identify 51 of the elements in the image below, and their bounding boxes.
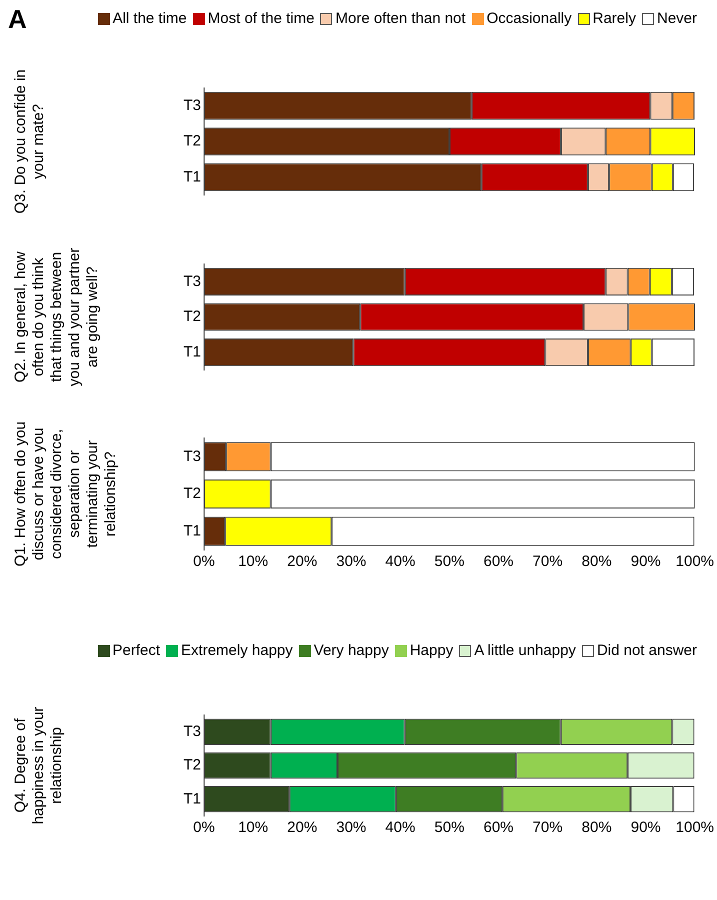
y-axis-title: Q1. How often do you discuss or have you considered divorce, separation or terminating your relationship? — [12, 421, 120, 567]
legend-label: Most of the time — [208, 10, 314, 27]
legend-label: Never — [656, 10, 697, 27]
x-tick-label: 0% — [193, 819, 215, 836]
legend-label: Did not answer — [596, 642, 697, 659]
y-tick-label: T3 — [183, 96, 201, 114]
x-tick-label: 80% — [582, 819, 612, 836]
x-tick-label: 80% — [582, 553, 612, 570]
y-axis-title: Q3. Do you confide in your mate? — [12, 69, 48, 214]
x-tick-label: 10% — [238, 819, 268, 836]
x-tick-label: 70% — [532, 553, 563, 570]
y-axis-title: Q4. Degree of happiness in your relationship — [12, 706, 66, 824]
x-tick-label: 100% — [676, 819, 714, 836]
legend-label: Occasionally — [486, 10, 572, 27]
y-tick-label: T1 — [183, 168, 201, 186]
legend-label: Happy — [410, 642, 454, 659]
x-tick-label: 10% — [238, 553, 268, 570]
legend-label: Very happy — [314, 642, 389, 659]
y-tick-label: T2 — [183, 756, 201, 774]
y-tick-label: T1 — [183, 790, 201, 808]
y-axis-title: Q2. In general, how often do you think that things between you and your partner are going well? — [12, 248, 102, 386]
y-tick-label: T2 — [183, 132, 201, 150]
x-tick-label: 30% — [336, 553, 366, 570]
x-tick-label: 30% — [336, 819, 366, 836]
x-tick-label: 70% — [532, 819, 563, 836]
x-tick-label: 0% — [193, 553, 215, 570]
y-tick-label: T2 — [183, 308, 201, 326]
legend-label: Perfect — [112, 642, 160, 659]
legend-label: All the time — [112, 10, 187, 27]
x-tick-label: 60% — [483, 819, 514, 836]
text: A — [8, 4, 27, 35]
legend-label: More often than not — [335, 10, 466, 27]
x-tick-label: 20% — [287, 553, 318, 570]
x-tick-label: 50% — [434, 553, 464, 570]
x-tick-label: 60% — [483, 553, 514, 570]
y-tick-label: T3 — [183, 722, 201, 740]
x-tick-label: 20% — [287, 819, 318, 836]
x-tick-label: 40% — [385, 553, 416, 570]
y-tick-label: T2 — [183, 485, 201, 502]
x-tick-label: 90% — [630, 553, 661, 570]
legend-label: A little unhappy — [474, 642, 576, 659]
y-tick-label: T1 — [183, 522, 201, 540]
x-tick-label: 90% — [630, 819, 661, 836]
legend-label: Rarely — [592, 10, 636, 27]
x-tick-label: 100% — [676, 553, 714, 570]
legend-label: Extremely happy — [181, 642, 293, 659]
y-tick-label: T1 — [183, 343, 201, 360]
y-tick-label: T3 — [183, 272, 201, 290]
y-tick-label: T3 — [183, 448, 201, 465]
x-tick-label: 50% — [434, 819, 464, 836]
x-tick-label: 40% — [385, 819, 416, 836]
